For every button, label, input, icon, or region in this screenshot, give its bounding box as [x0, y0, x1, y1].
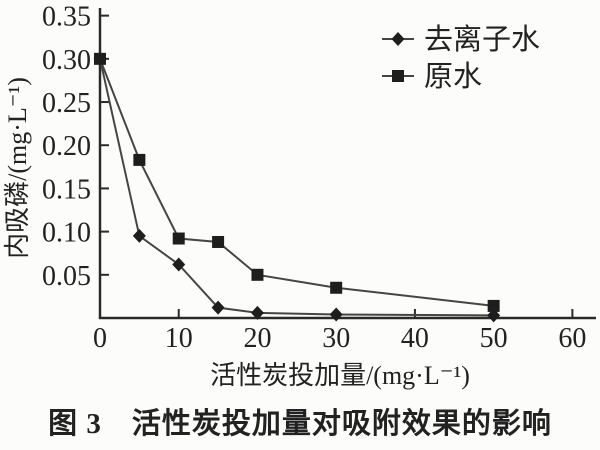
- chart-canvas: 0.05 0.10 0.15 0.20 0.25 0.30 0.35 0 10 20 30 40 50…: [3, 2, 596, 390]
- square-marker-icon: [487, 299, 500, 312]
- y-axis-label: 内吸磷/(mg·L⁻¹): [3, 77, 32, 259]
- diamond-marker-icon: [329, 307, 343, 322]
- square-marker-icon: [133, 153, 146, 166]
- y-tick-label: 0.30: [42, 45, 91, 76]
- square-marker-icon: [212, 235, 225, 248]
- figure-caption: 图 3 活性炭投加量对吸附效果的影响: [48, 408, 552, 440]
- series-line: [99, 58, 494, 317]
- diamond-marker-icon: [211, 300, 225, 315]
- y-tick-label: 0.15: [42, 174, 91, 205]
- x-tick-label: 10: [165, 323, 193, 354]
- x-tick-label: 60: [558, 323, 586, 354]
- x-tick-label: 30: [322, 323, 350, 354]
- x-tick-label: 50: [480, 323, 508, 354]
- diamond-marker-icon: [132, 228, 146, 243]
- y-tick-label: 0.35: [42, 2, 91, 33]
- legend-label: 原水: [424, 60, 482, 93]
- diamond-marker-icon: [487, 308, 501, 323]
- legend-item: 去离子水: [382, 23, 540, 56]
- legend-label: 去离子水: [424, 23, 540, 56]
- square-marker-icon: [251, 268, 264, 281]
- square-marker-icon: [330, 281, 343, 294]
- y-tick-label: 0.10: [42, 218, 91, 249]
- square-marker-icon: [94, 52, 106, 65]
- diamond-marker-icon: [172, 257, 186, 272]
- diamond-marker-icon: [250, 305, 264, 320]
- x-tick-label: 0: [93, 323, 107, 354]
- y-axis-ticks: 0.05 0.10 0.15 0.20 0.25 0.30 0.35: [42, 2, 109, 292]
- x-axis-label: 活性炭投加量/(mg·L⁻¹): [210, 361, 470, 390]
- plot-series: [93, 51, 501, 323]
- x-tick-label: 20: [243, 323, 271, 354]
- diamond-marker-icon: [391, 32, 405, 46]
- x-tick-label: 40: [401, 323, 429, 354]
- y-tick-label: 0.05: [42, 261, 91, 292]
- series-line: [99, 58, 494, 307]
- legend-item: 原水: [382, 60, 482, 93]
- y-tick-label: 0.20: [42, 131, 91, 162]
- axes: [98, 8, 596, 320]
- series-raw-water: [94, 52, 500, 312]
- square-marker-icon: [392, 70, 404, 82]
- y-tick-label: 0.25: [42, 88, 91, 119]
- square-marker-icon: [172, 232, 185, 245]
